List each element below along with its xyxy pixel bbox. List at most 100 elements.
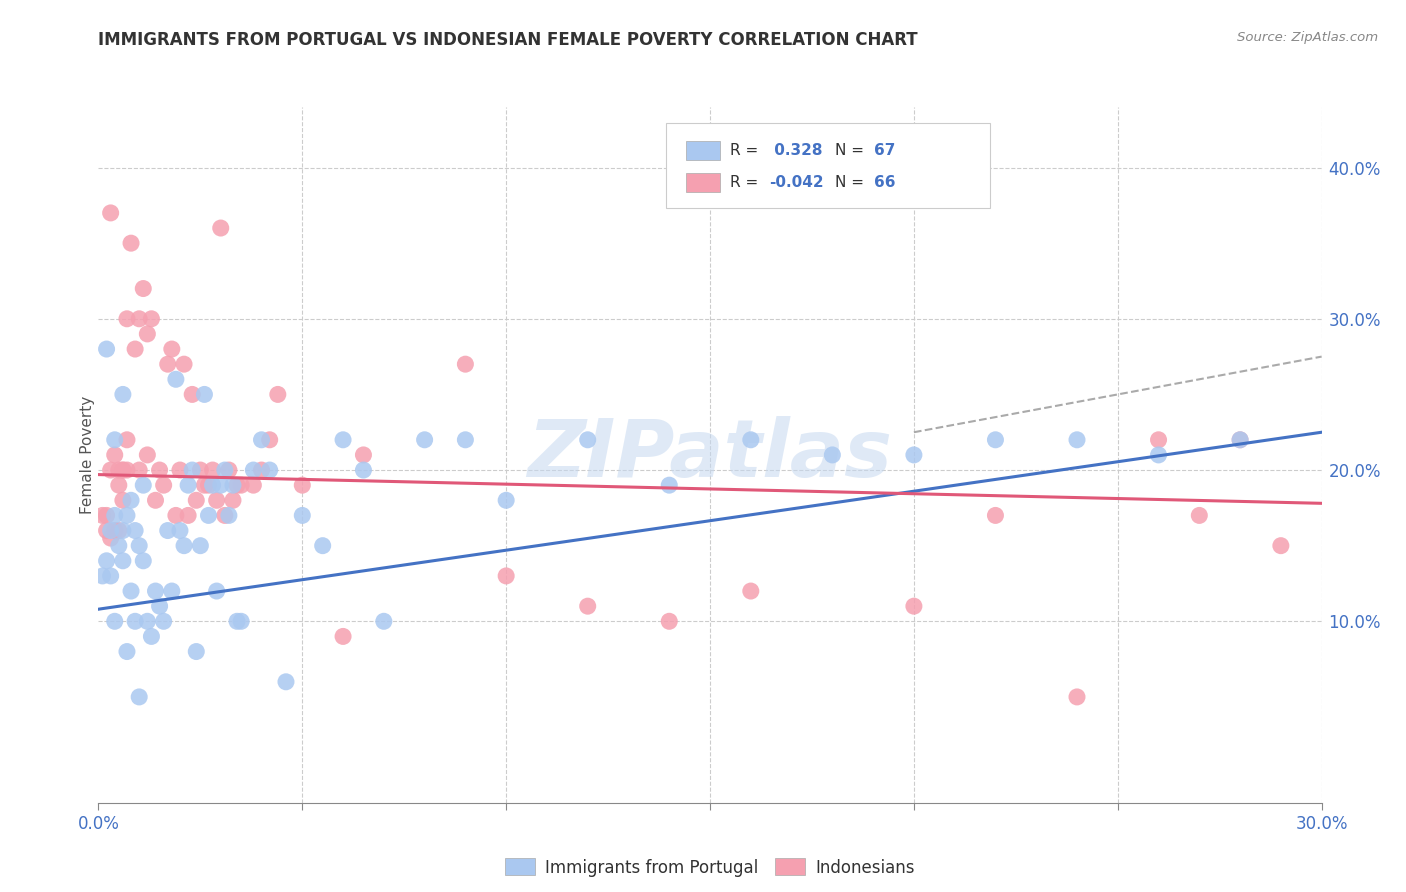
Point bbox=[231, 615, 253, 629]
Point bbox=[658, 615, 681, 629]
Point bbox=[132, 281, 155, 295]
Point bbox=[120, 584, 142, 599]
Point bbox=[274, 674, 297, 689]
Point bbox=[96, 342, 118, 356]
Point bbox=[193, 478, 215, 492]
Point bbox=[332, 629, 354, 643]
Text: R =: R = bbox=[730, 175, 762, 190]
Point bbox=[495, 569, 517, 583]
Point bbox=[115, 644, 138, 658]
Point bbox=[91, 508, 114, 523]
Point bbox=[132, 478, 155, 492]
Point bbox=[658, 478, 681, 492]
Point bbox=[454, 357, 477, 371]
Point bbox=[740, 433, 762, 447]
Point bbox=[218, 508, 240, 523]
Point bbox=[214, 508, 236, 523]
Point bbox=[250, 463, 273, 477]
Point bbox=[108, 478, 131, 492]
Point bbox=[259, 463, 281, 477]
Point bbox=[188, 463, 212, 477]
Point bbox=[149, 599, 172, 614]
Point bbox=[100, 524, 122, 538]
Point bbox=[111, 554, 134, 568]
Point bbox=[186, 644, 208, 658]
Point bbox=[197, 508, 219, 523]
Point bbox=[218, 463, 240, 477]
Text: N =: N = bbox=[835, 175, 869, 190]
Point bbox=[903, 448, 925, 462]
Point bbox=[91, 569, 114, 583]
Point bbox=[128, 463, 150, 477]
Point bbox=[984, 433, 1007, 447]
Point bbox=[104, 508, 127, 523]
Point bbox=[128, 311, 150, 326]
Point bbox=[115, 463, 138, 477]
Point bbox=[108, 539, 131, 553]
Point bbox=[141, 629, 163, 643]
Point bbox=[100, 531, 122, 545]
Point bbox=[124, 342, 146, 356]
Legend: Immigrants from Portugal, Indonesians: Immigrants from Portugal, Indonesians bbox=[496, 850, 924, 885]
Point bbox=[201, 478, 224, 492]
Point bbox=[903, 599, 925, 614]
Point bbox=[209, 221, 232, 235]
Point bbox=[177, 508, 200, 523]
Point bbox=[259, 433, 281, 447]
Point bbox=[1147, 433, 1170, 447]
Point bbox=[111, 463, 134, 477]
Point bbox=[96, 554, 118, 568]
Point bbox=[108, 463, 131, 477]
Point bbox=[100, 206, 122, 220]
Point bbox=[1229, 433, 1251, 447]
Point bbox=[96, 524, 118, 538]
Point bbox=[1147, 448, 1170, 462]
Point bbox=[115, 433, 138, 447]
Point bbox=[136, 448, 159, 462]
Point bbox=[152, 478, 174, 492]
Point bbox=[96, 508, 118, 523]
Point bbox=[177, 478, 200, 492]
Point bbox=[413, 433, 436, 447]
Point bbox=[100, 463, 122, 477]
Point bbox=[242, 478, 264, 492]
Point bbox=[1066, 433, 1088, 447]
Point bbox=[104, 433, 127, 447]
Point bbox=[165, 372, 187, 386]
Point bbox=[209, 478, 232, 492]
Point bbox=[120, 493, 142, 508]
Point bbox=[222, 478, 245, 492]
Point bbox=[495, 493, 517, 508]
Point bbox=[1188, 508, 1211, 523]
Point bbox=[111, 524, 134, 538]
Point bbox=[214, 463, 236, 477]
Point bbox=[115, 311, 138, 326]
Point bbox=[1066, 690, 1088, 704]
Point bbox=[173, 539, 195, 553]
Text: IMMIGRANTS FROM PORTUGAL VS INDONESIAN FEMALE POVERTY CORRELATION CHART: IMMIGRANTS FROM PORTUGAL VS INDONESIAN F… bbox=[98, 31, 918, 49]
Point bbox=[352, 448, 374, 462]
Point bbox=[205, 493, 228, 508]
Point bbox=[169, 524, 191, 538]
Point bbox=[104, 524, 127, 538]
Point bbox=[186, 493, 208, 508]
Y-axis label: Female Poverty: Female Poverty bbox=[80, 396, 94, 514]
Point bbox=[160, 342, 183, 356]
Point bbox=[352, 463, 374, 477]
Text: R =: R = bbox=[730, 143, 762, 158]
Point bbox=[267, 387, 290, 401]
Point bbox=[740, 584, 762, 599]
Point bbox=[250, 433, 273, 447]
Point bbox=[231, 478, 253, 492]
Point bbox=[291, 508, 314, 523]
Point bbox=[205, 584, 228, 599]
Point bbox=[226, 615, 249, 629]
Point bbox=[128, 690, 150, 704]
Point bbox=[108, 524, 131, 538]
Point bbox=[169, 463, 191, 477]
Point bbox=[1229, 433, 1251, 447]
Point bbox=[149, 463, 172, 477]
Point bbox=[173, 357, 195, 371]
Point bbox=[984, 508, 1007, 523]
Point bbox=[373, 615, 395, 629]
